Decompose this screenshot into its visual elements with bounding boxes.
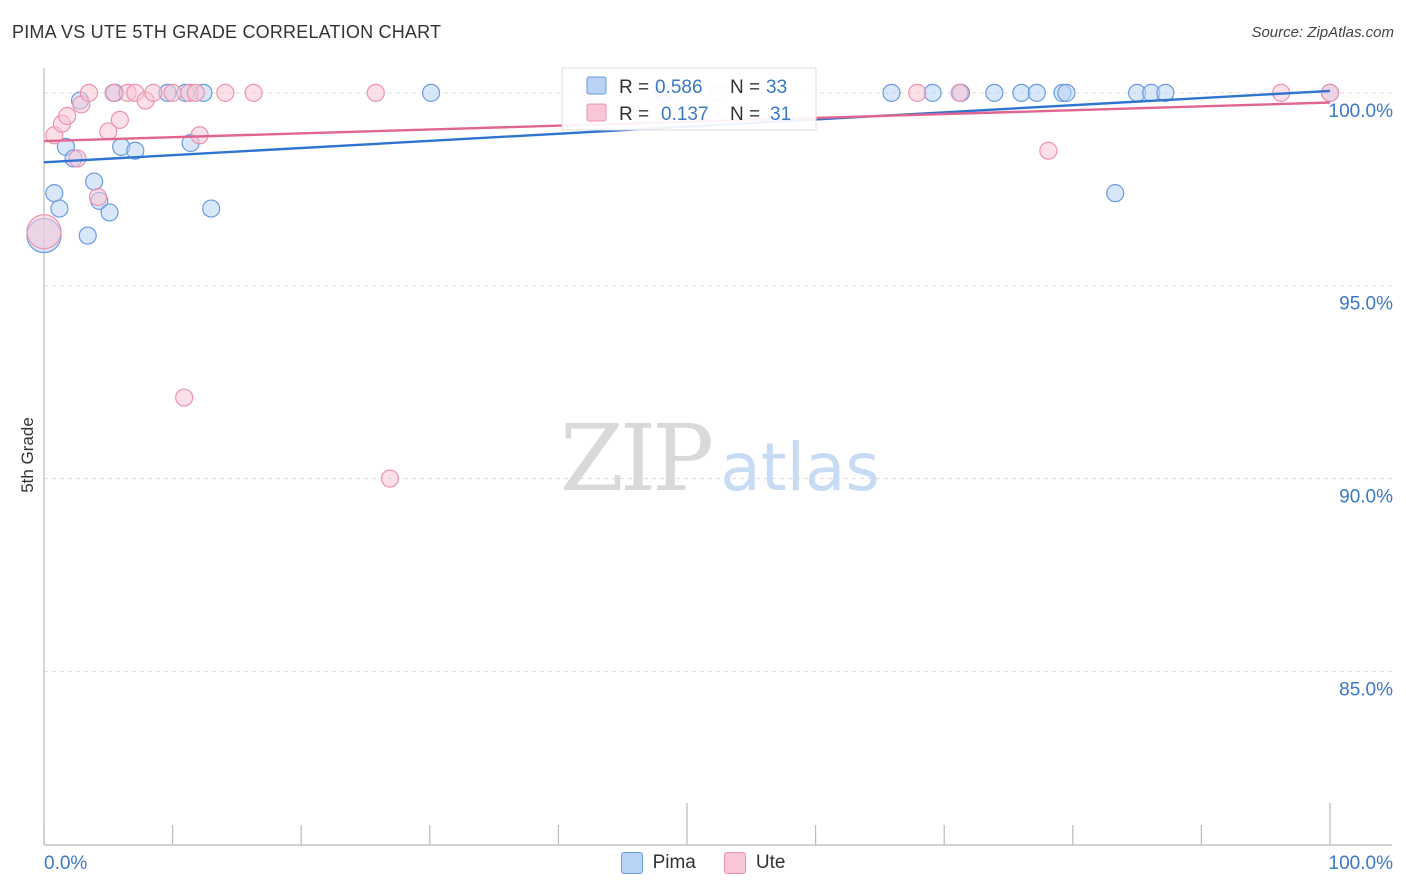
- stats-r-label: R =: [619, 104, 649, 125]
- ute-point: [950, 83, 969, 102]
- watermark-atlas: atlas: [720, 429, 880, 506]
- pima-point: [923, 83, 942, 102]
- ute-swatch: [723, 852, 746, 874]
- ute-point: [26, 214, 62, 250]
- pima-point: [202, 199, 221, 218]
- ute-point: [88, 187, 108, 207]
- y-tick-label: 90.0%: [1339, 487, 1393, 508]
- pima-point: [45, 184, 64, 203]
- pima-point: [985, 83, 1004, 102]
- ute-point: [58, 106, 77, 126]
- ute-point: [380, 469, 400, 488]
- ute-point: [68, 149, 87, 168]
- ute-point: [908, 83, 927, 102]
- pima-point: [1156, 83, 1175, 102]
- pima-point: [1106, 184, 1125, 203]
- stats-r-value: 0.137: [661, 104, 709, 125]
- grid-lines: [44, 92, 1392, 672]
- ute-point: [1039, 141, 1058, 160]
- ute-point: [244, 83, 263, 102]
- stats-n-label: N =: [730, 104, 760, 125]
- watermark: ZIP atlas: [560, 405, 880, 512]
- ute-point: [216, 83, 235, 102]
- legend-label-ute: Ute: [755, 852, 786, 873]
- y-tick-label: 95.0%: [1339, 294, 1393, 315]
- legend-item-pima[interactable]: Pima: [620, 852, 696, 874]
- pima-point: [85, 172, 104, 191]
- pima-point: [1057, 83, 1076, 102]
- pima-point: [1027, 83, 1046, 102]
- legend-label-pima: Pima: [652, 852, 696, 873]
- source-label: Source: ZipAtlas.com: [1251, 24, 1394, 41]
- x-tick-label-min: 0.0%: [44, 853, 87, 874]
- stats-r-label: R =: [619, 77, 649, 98]
- ute-point: [79, 83, 99, 102]
- ute-point: [366, 83, 385, 102]
- tick-labels: 100.0% 95.0% 90.0% 85.0% 0.0% 100.0%: [44, 101, 1393, 874]
- stats-n-label: N =: [730, 77, 760, 98]
- pima-point: [100, 203, 119, 222]
- pima-stats-swatch: [586, 76, 607, 95]
- pima-point: [1012, 83, 1031, 102]
- ute-point: [110, 110, 129, 129]
- ute-point: [163, 83, 182, 102]
- pima-point: [126, 141, 145, 160]
- legend-item-ute[interactable]: Ute: [723, 852, 786, 874]
- watermark-zip: ZIP: [560, 405, 711, 512]
- stats-n-value: 31: [770, 104, 791, 125]
- ute-point: [144, 83, 163, 102]
- series-legend: Pima Ute: [0, 852, 1406, 874]
- axes: [43, 68, 1392, 846]
- ute-stats-swatch: [586, 103, 607, 122]
- pima-swatch: [620, 852, 643, 874]
- stats-legend: R = 0.586 N = 33 R = 0.137 N = 31: [561, 67, 817, 131]
- chart-title: PIMA VS UTE 5TH GRADE CORRELATION CHART: [12, 22, 442, 42]
- y-tick-label: 100.0%: [1329, 101, 1394, 122]
- pima-point: [78, 226, 97, 245]
- pima-point: [421, 83, 441, 102]
- y-tick-label: 85.0%: [1339, 679, 1393, 700]
- pima-point: [50, 199, 69, 218]
- pima-point: [882, 83, 901, 102]
- data-points: [26, 83, 1340, 488]
- x-tick-label-max: 100.0%: [1329, 853, 1394, 874]
- ute-point: [175, 388, 194, 407]
- ute-point: [1320, 83, 1340, 102]
- stats-n-value: 33: [766, 77, 787, 98]
- ute-point: [186, 83, 205, 102]
- stats-r-value: 0.586: [655, 77, 703, 98]
